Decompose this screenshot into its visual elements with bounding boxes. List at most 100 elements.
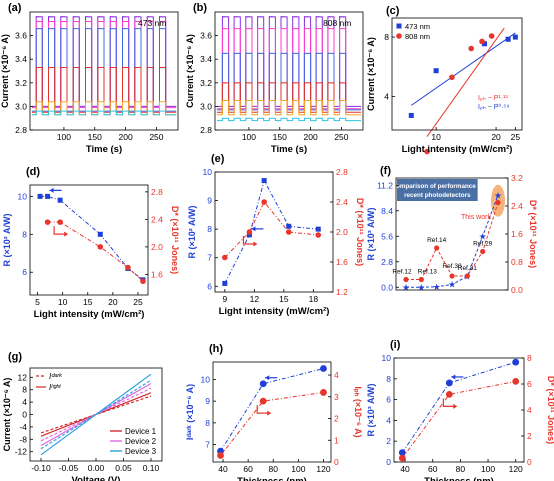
y-tick-label: 7 [207,253,212,263]
x-tick-label: 0.05 [115,463,132,473]
data-point-right [246,229,253,235]
data-point-left [261,178,267,184]
y-tick-label: 6 [207,281,212,291]
y2-tick-label: 0 [527,457,532,467]
y2-tick-label: 2 [334,414,339,424]
y-tick-label: 4 [22,397,27,407]
x-tick-label: 120 [316,464,330,474]
data-point-left [398,449,406,457]
x-tick-label: 20 [491,132,501,142]
series-line-right [47,221,144,282]
x-axis-title: Light intensity (mW/cm²) [219,306,330,317]
y2-axis-title: Iₚₕ (×10⁻⁶ A) [353,386,363,437]
x-tick-label: 10 [431,132,441,142]
y-axis-title: R (×10³ A/W) [366,384,376,437]
comparison-title-line1: Comparison of performance in [391,183,483,190]
fit-line [411,32,516,106]
x-tick-label: 20 [108,297,118,307]
y-tick-label: 2.8 [15,125,27,135]
x-tick-label: 9 [222,294,227,304]
y-tick-label: 2.8 [381,257,393,267]
plot-frame [29,184,149,296]
arrow-right-head [253,241,258,247]
fit-annotation: Iₚₕ ~ P⁰·⁵⁹ [478,103,509,111]
data-point [482,41,488,47]
legend-label: Device 3 [125,447,157,456]
x-tick-label: 200 [118,132,132,142]
panel-a: 100 150 200 250 2.8 3.0 3.2 3.4 3.6 Current (×10⁻… [0,2,179,155]
y2-tick-label: 6 [527,379,532,389]
data-point [505,36,511,42]
y-tick-label: 3.0 [15,101,27,111]
arrow-left-head [451,374,456,380]
data-point-right [449,273,455,279]
x-tick-label: 40 [218,464,228,474]
data-point [433,68,439,74]
y-axis-title: Iᵈᵃʳᵏ (×10⁻⁶ A) [185,384,195,440]
x-axis-title: Light intensity (mW/cm²) [402,144,513,155]
x-axis-title: Thickness (nm) [237,476,307,481]
panel-label: (a) [8,2,22,14]
panel-label: (g) [8,351,22,363]
y2-axis-title: D* (×10¹¹ Jones) [528,200,538,268]
y2-tick-label: 2.4 [511,201,523,211]
plot-frame [214,11,364,131]
panel-g: -0.10 -0.05 0.00 0.05 0.10 -12 -8 -4 0 4 8 12 Curren… [2,351,163,481]
data-point [408,112,414,118]
data-point-right [495,199,501,206]
y2-tick-label: 3.2 [511,173,523,183]
data-point-right [464,273,470,279]
x-axis-title: Light intensity (mW/cm²) [34,309,145,320]
x-tick-label: 25 [511,132,521,142]
y2-tick-label: 1 [334,435,339,445]
wavelength-annotation: 473 nm [138,18,166,28]
data-point-right [434,245,440,251]
data-point-right [125,264,131,271]
y-tick-label: 9 [205,396,210,406]
x-tick-label: -0.10 [31,463,51,473]
legend-label: 808 nm [405,32,430,41]
y-tick-label: 5.6 [381,231,393,241]
y-tick-label: 6 [386,395,391,405]
plot-frame [214,171,334,293]
data-point-right [398,454,406,462]
x-tick-label: 100 [481,464,495,474]
y-tick-label: 3.0 [200,101,212,111]
reference-label: Ref.13 [418,269,438,276]
data-point-right [285,229,292,235]
arrow-right-head [64,231,69,237]
y-tick-label: 12 [18,372,28,382]
x-tick-label: 15 [279,294,289,304]
panel-b: 100 150 200 250 2.8 3.0 3.2 3.4 3.6 Current (×10⁻… [185,2,364,155]
x-tick-label: 10 [58,297,68,307]
y2-tick-label: 2.0 [151,242,163,252]
panel-label: (i) [390,339,401,351]
y-axis-title: R (×10³ A/W) [366,208,376,261]
data-point-right [97,244,104,250]
data-point-right [315,232,322,238]
y-tick-label: 3.2 [200,78,212,88]
this-work-label: This work [461,214,491,221]
comparison-title-line2: recent photodetectors [404,192,471,199]
y2-tick-label: 2.0 [336,227,348,237]
y-axis-title: R (×10² A/W) [187,206,197,259]
x-tick-label: 12 [250,294,260,304]
series-line-left [224,179,319,284]
iv-dark-line [40,395,152,434]
data-point-left [445,379,453,387]
data-point-left [259,380,267,388]
data-point-left: ★ [479,231,487,241]
iv-light-line [40,373,152,456]
series-line [216,117,362,122]
x-tick-label: 25 [133,297,143,307]
data-point-left [315,226,321,232]
data-point-left: ★ [417,282,425,292]
x-tick-label: 120 [509,464,523,474]
y-tick-label: 4 [384,91,389,101]
x-tick-label: 5 [35,297,40,307]
y-tick-label: 8 [384,32,389,42]
y-tick-label: 11.2 [377,180,393,190]
panel-label: (c) [386,5,400,17]
comparison-title-box [397,179,478,201]
